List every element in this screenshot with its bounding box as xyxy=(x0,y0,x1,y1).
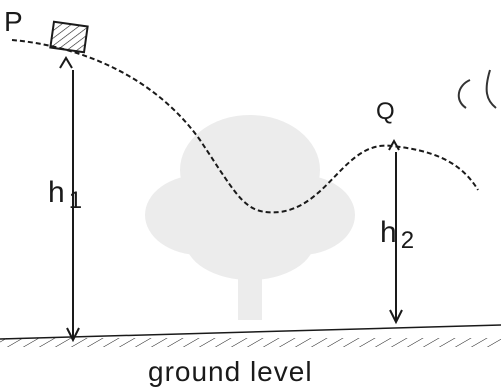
height-2-arrow-head xyxy=(389,309,403,325)
track-curve xyxy=(11,39,479,214)
height-2-subscript: 2 xyxy=(400,227,419,254)
height-1-label: h1 xyxy=(48,176,86,214)
ground-level-label: ground level xyxy=(148,356,313,387)
scan-artifact xyxy=(457,69,497,109)
point-p-marker xyxy=(59,56,73,69)
height-2-letter: h xyxy=(380,216,401,249)
block xyxy=(49,20,89,54)
height-1-letter: h xyxy=(48,176,69,209)
watermark-tree xyxy=(145,115,355,320)
ground-surface xyxy=(0,324,501,347)
point-q-marker xyxy=(388,138,400,151)
height-2-label: h2 xyxy=(380,216,418,254)
point-p-label: P xyxy=(4,6,23,37)
height-1-subscript: 1 xyxy=(68,187,87,214)
point-q-label: Q xyxy=(376,98,395,125)
